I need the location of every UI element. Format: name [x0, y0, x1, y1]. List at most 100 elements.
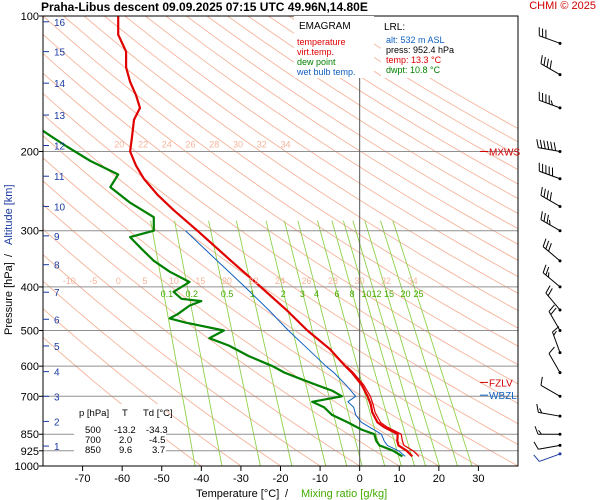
y-axis-label-altitude: Altitude [km]	[3, 184, 15, 245]
altitude-tick-label: 1	[54, 442, 60, 453]
altitude-tick-label: 4	[54, 368, 60, 379]
dry-adiabat	[227, 16, 518, 200]
theta-label: 34	[281, 139, 291, 149]
wind-barb-flag	[548, 242, 552, 252]
wind-barb-flag	[546, 58, 549, 68]
wind-barb-dot	[558, 73, 562, 77]
wind-barb-flag	[547, 288, 553, 297]
theta-label: 34	[408, 276, 418, 286]
dry-adiabat	[43, 33, 518, 366]
mixing-ratio-line	[174, 220, 223, 466]
wind-barb-flag	[543, 140, 546, 149]
theta-label: 26	[301, 276, 311, 286]
table-header-t: T	[122, 408, 128, 419]
pressure-tick-label: 500	[21, 326, 39, 338]
altitude-tick-label: 12	[54, 142, 66, 153]
wind-barb-flag	[543, 188, 546, 198]
mixing-ratio-label: 10	[362, 289, 372, 299]
credit-label: CHMI © 2025	[529, 0, 596, 12]
wind-barb	[538, 444, 561, 450]
y-axis-sep: /	[3, 253, 15, 257]
svg-text:500: 500	[85, 425, 101, 436]
wind-barb-flag	[546, 140, 550, 150]
wind-barb-dot	[558, 149, 562, 153]
theta-label: 32	[257, 139, 267, 149]
theta-label: 0	[116, 276, 121, 286]
wind-barb-flag	[550, 307, 557, 315]
legend-dew-point: dew point	[297, 57, 336, 67]
altitude-tick-label: 11	[54, 172, 65, 183]
altitude-tick-label: 15	[54, 48, 66, 59]
altitude-tick-label: 7	[54, 288, 60, 299]
pressure-tick-label: 700	[21, 391, 39, 403]
theta-label: 20	[222, 276, 232, 286]
wind-barb-dot	[558, 432, 562, 436]
table-header-p: p [hPa]	[79, 408, 109, 419]
wind-barb	[552, 331, 561, 353]
altitude-tick-label: 8	[54, 261, 60, 272]
x-tick-label: -30	[233, 473, 249, 485]
mixing-ratio-label: 0.5	[221, 289, 234, 299]
table-row: 500 -13.2 -34.3	[85, 425, 168, 436]
legend-virt-temp: virt.temp.	[297, 47, 334, 57]
dry-adiabat	[145, 16, 518, 261]
altitude-tick-label: 10	[54, 202, 66, 213]
wind-barb-dot	[558, 204, 562, 208]
svg-text:-13.2: -13.2	[114, 425, 136, 436]
lrl-temp: temp: 13.3 °C	[386, 55, 442, 65]
wind-barb-flag	[553, 330, 557, 336]
wind-barb-flag	[550, 141, 553, 151]
wind-barb-dot	[558, 414, 562, 418]
x-tick-label: 20	[433, 473, 445, 485]
theta-label: 5	[142, 276, 147, 286]
legend-title: EMAGRAM	[299, 21, 351, 32]
wind-barb-flag	[536, 403, 539, 413]
theta-label: 24	[275, 276, 285, 286]
mixing-ratio-label: 0.1	[161, 289, 174, 299]
lrl-press: press: 952.4 hPa	[386, 45, 454, 55]
wind-barb-flag	[550, 100, 554, 106]
wind-barb	[538, 411, 561, 417]
mixing-ratio-line	[317, 220, 386, 466]
legend-temperature: temperature	[297, 37, 346, 47]
wind-barb-flag	[536, 139, 539, 148]
wind-barb-dot	[558, 285, 562, 289]
mixing-ratio-line	[380, 220, 458, 466]
altitude-tick-label: 9	[54, 232, 60, 243]
lrl-alt: alt: 532 m ASL	[386, 35, 445, 45]
wind-barb-flag	[549, 192, 552, 201]
theta-label: 26	[186, 139, 196, 149]
mixing-ratio-line	[283, 220, 348, 466]
x-tick-label: -60	[114, 473, 130, 485]
mixing-ratio-line	[265, 220, 327, 466]
wind-barb	[539, 453, 561, 462]
theta-label: 30	[233, 139, 243, 149]
wind-barb	[539, 170, 561, 180]
pressure-tick-label: 100	[21, 11, 39, 23]
mixing-ratio-line	[331, 220, 402, 466]
x-tick-label: -40	[193, 473, 209, 485]
theta-label: -10	[63, 276, 76, 286]
wind-barb-dot	[558, 177, 562, 181]
table-row: 850 9.6 3.7	[85, 445, 165, 456]
theta-label: 22	[138, 139, 148, 149]
dry-adiabat	[165, 16, 518, 245]
table-row: 700 2.0 -4.5	[85, 435, 165, 446]
wind-barb-flag	[539, 139, 543, 149]
dry-adiabat	[43, 72, 518, 405]
wind-barb-flag	[533, 454, 540, 462]
mixing-ratio-label: 25	[413, 289, 423, 299]
theta-label: 20	[114, 139, 124, 149]
theta-label: -5	[89, 276, 97, 286]
level-label-wbzl: WBZL	[489, 391, 517, 402]
mixing-ratio-label: 2	[281, 289, 286, 299]
lrl-dwpt: dwpt: 10.8 °C	[386, 65, 441, 75]
wind-barb-flag	[548, 346, 555, 354]
altitude-tick-label: 14	[54, 79, 66, 90]
mixing-ratio-line	[342, 220, 415, 466]
level-label-mxws: MXWS	[489, 147, 520, 158]
altitude-tick-label: 13	[54, 111, 66, 122]
wind-barb-flag	[543, 212, 546, 222]
wind-barb-flag	[540, 186, 543, 196]
